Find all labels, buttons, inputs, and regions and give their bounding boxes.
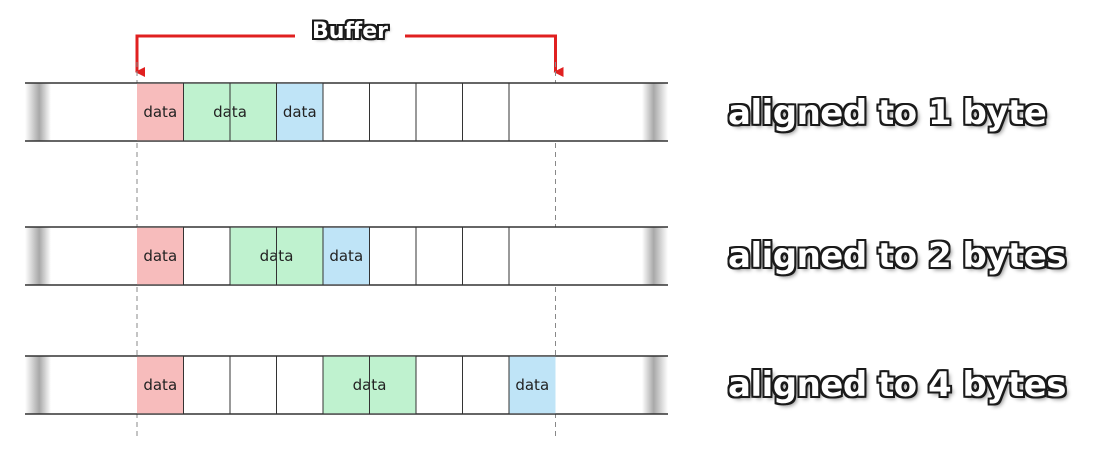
row-label-align-2: aligned to 2 bytes bbox=[728, 236, 1066, 276]
data-block-label: data bbox=[329, 247, 363, 265]
tape-fade-left bbox=[25, 356, 51, 414]
data-block-label: data bbox=[143, 103, 177, 121]
tape-fade-right bbox=[642, 356, 668, 414]
memory-row: data data data bbox=[25, 83, 668, 141]
buffer-arrow-left bbox=[137, 36, 295, 72]
row-label-align-1: aligned to 1 byte bbox=[728, 93, 1046, 133]
tape-fade-left bbox=[25, 83, 51, 141]
data-block-label: data bbox=[515, 376, 549, 394]
buffer-arrow-right bbox=[405, 36, 556, 72]
data-block-label: data bbox=[283, 103, 317, 121]
row-label-align-4: aligned to 4 bytes bbox=[728, 365, 1066, 405]
buffer-label: Buffer bbox=[300, 18, 400, 46]
tape-fade-left bbox=[25, 227, 51, 285]
data-block-label: data bbox=[143, 247, 177, 265]
memory-tape bbox=[25, 83, 668, 141]
tape-fade-right bbox=[642, 83, 668, 141]
memory-row: data data data bbox=[25, 227, 668, 285]
tape-fade-right bbox=[642, 227, 668, 285]
data-block-label: data bbox=[143, 376, 177, 394]
memory-row: data data data bbox=[25, 356, 668, 414]
